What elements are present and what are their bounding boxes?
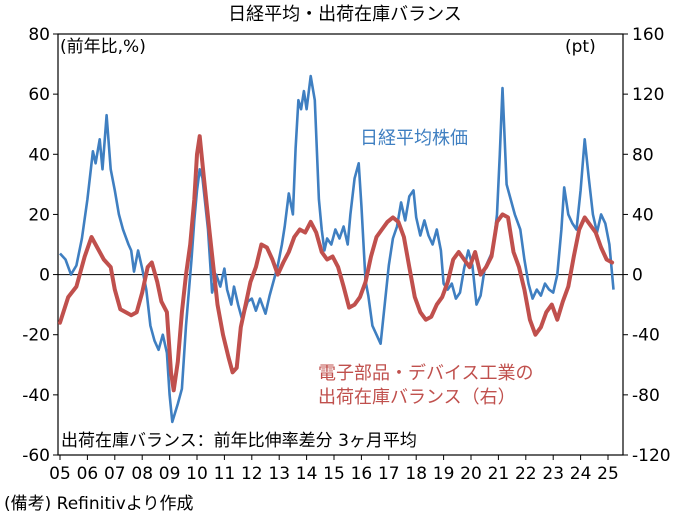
x-tick-label: 13 [268, 464, 290, 484]
series-label-nikkei: 日経平均株価 [360, 128, 468, 149]
x-tick-label: 15 [323, 464, 345, 484]
x-tick-label: 25 [597, 464, 619, 484]
series-label-elec-line2: 出荷在庫バランス（右） [318, 387, 516, 409]
x-tick-label: 05 [49, 464, 71, 484]
y-left-tick-label: 60 [28, 85, 50, 105]
y-right-tick-label: -120 [632, 446, 671, 466]
plot-area [57, 33, 624, 456]
chart-note: 出荷在庫バランス：前年比伸率差分 3ヶ月平均 [61, 431, 417, 451]
y-right-tick-label: -40 [632, 326, 660, 346]
x-tick-label: 11 [214, 464, 236, 484]
x-tick-label: 14 [296, 464, 318, 484]
y-right-tick-label: 160 [632, 25, 664, 45]
x-tick-label: 24 [570, 464, 592, 484]
x-tick-label: 22 [515, 464, 537, 484]
y-right-tick-label: 40 [632, 205, 654, 225]
y-left-tick-label: -60 [22, 446, 50, 466]
y-left-tick-label: 0 [39, 266, 50, 286]
chart-title: 日経平均・出荷在庫バランス [228, 4, 462, 25]
chart-source: (備考) Refinitivより作成 [4, 494, 194, 514]
x-tick-label: 09 [159, 464, 181, 484]
series-line-nikkei [59, 74, 615, 424]
series-label-elec: 電子部品・デバイス工業の 出荷在庫バランス（右） [318, 362, 533, 411]
x-tick-label: 23 [542, 464, 564, 484]
x-tick-label: 08 [131, 464, 153, 484]
y-left-tick-label: 20 [28, 205, 50, 225]
y-left-tick-label: 40 [28, 145, 50, 165]
y-right-tick-label: -80 [632, 386, 660, 406]
series-label-elec-line1: 電子部品・デバイス工業の [318, 363, 534, 384]
series-line-elec [58, 134, 615, 393]
x-tick-label: 19 [433, 464, 455, 484]
x-tick-label: 12 [241, 464, 263, 484]
x-tick-label: 17 [378, 464, 400, 484]
x-tick-label: 20 [460, 464, 482, 484]
y-left-tick-label: -40 [22, 386, 50, 406]
y-right-tick-label: 120 [632, 85, 664, 105]
x-tick-label: 16 [351, 464, 373, 484]
x-tick-label: 06 [77, 464, 99, 484]
y-left-tick-label: -20 [22, 326, 50, 346]
y-right-tick-label: 80 [632, 145, 654, 165]
x-tick-label: 18 [405, 464, 427, 484]
x-tick-label: 10 [186, 464, 208, 484]
y-right-tick-label: 0 [632, 266, 643, 286]
y-right-axis: -120 -80 -40 0 40 80 120 160 [623, 25, 671, 466]
x-tick-label: 07 [104, 464, 126, 484]
y-left-unit: (前年比,%) [60, 37, 146, 57]
y-right-unit: (pt) [565, 37, 596, 57]
y-left-tick-label: 80 [28, 25, 50, 45]
x-axis: 05 06 07 08 09 10 11 12 13 14 15 16 17 18 19 20 21 22 23 24… [49, 455, 619, 484]
x-tick-label: 21 [488, 464, 510, 484]
y-left-axis: -60 -40 -20 0 20 40 60 80 [22, 25, 58, 466]
